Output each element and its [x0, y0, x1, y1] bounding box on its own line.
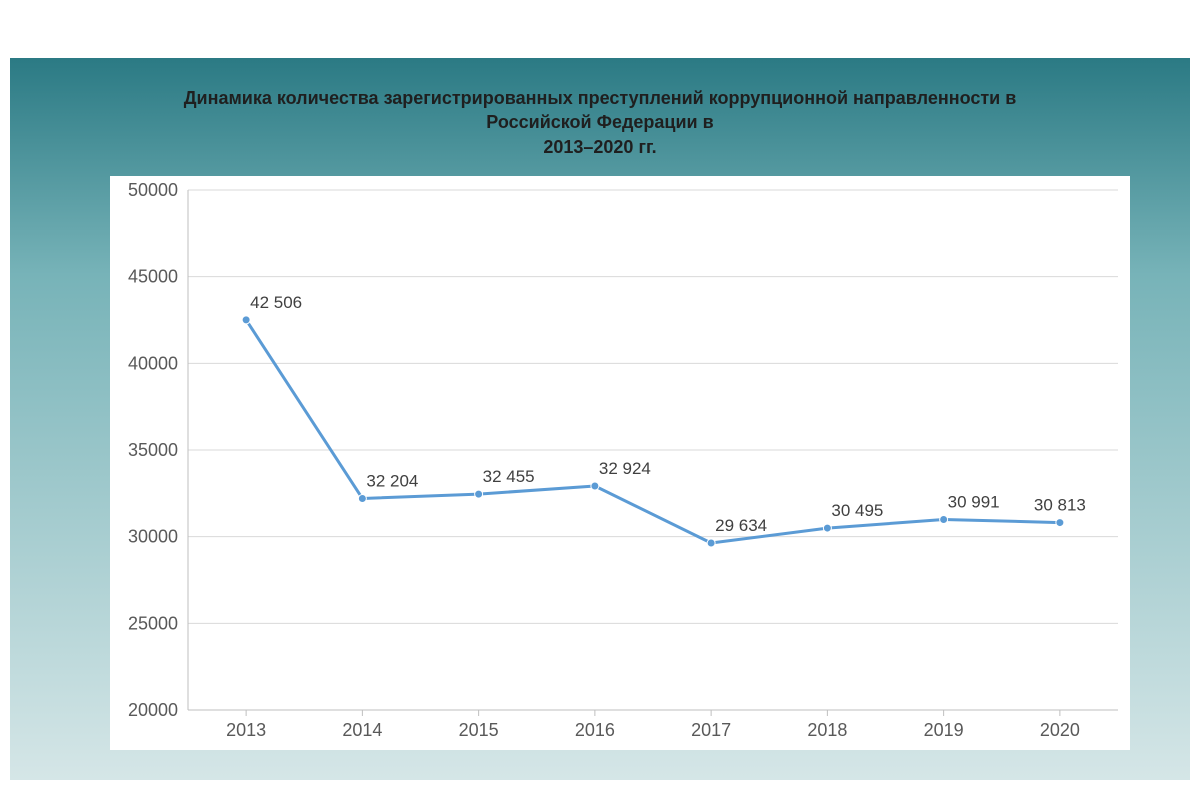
x-tick-label: 2020 — [1040, 720, 1080, 740]
y-tick-label: 50000 — [128, 180, 178, 200]
y-tick-label: 20000 — [128, 700, 178, 720]
data-point — [707, 539, 715, 547]
data-point — [358, 494, 366, 502]
data-label: 32 455 — [483, 467, 535, 486]
x-tick-label: 2013 — [226, 720, 266, 740]
x-tick-label: 2018 — [807, 720, 847, 740]
title-line-1: Динамика количества зарегистрированных п… — [70, 86, 1130, 110]
data-label: 32 924 — [599, 459, 651, 478]
x-tick-label: 2019 — [924, 720, 964, 740]
data-point — [475, 490, 483, 498]
data-point — [1056, 519, 1064, 527]
data-point — [242, 316, 250, 324]
x-tick-label: 2017 — [691, 720, 731, 740]
gradient-panel: Динамика количества зарегистрированных п… — [10, 58, 1190, 780]
line-chart-svg: 20000 25000 30000 35000 40000 45000 50000 2013 2… — [110, 176, 1130, 750]
data-label: 30 495 — [831, 501, 883, 520]
data-label: 30 813 — [1034, 496, 1086, 515]
series-line — [246, 320, 1060, 543]
x-tick-label: 2015 — [459, 720, 499, 740]
data-label: 30 991 — [948, 492, 1000, 511]
y-tick-label: 40000 — [128, 353, 178, 373]
chart-title: Динамика количества зарегистрированных п… — [10, 86, 1190, 159]
data-label: 32 204 — [366, 471, 418, 490]
title-line-2: Российской Федерации в — [70, 110, 1130, 134]
data-point — [823, 524, 831, 532]
x-tick-label: 2014 — [342, 720, 382, 740]
data-label: 42 506 — [250, 293, 302, 312]
data-point — [940, 515, 948, 523]
y-tick-label: 45000 — [128, 267, 178, 287]
page-outer: Динамика количества зарегистрированных п… — [0, 0, 1200, 800]
y-tick-label: 30000 — [128, 527, 178, 547]
chart-plot-area: 20000 25000 30000 35000 40000 45000 50000 2013 2… — [110, 176, 1130, 750]
data-label: 29 634 — [715, 516, 767, 535]
title-line-3: 2013–2020 гг. — [70, 135, 1130, 159]
y-tick-label: 25000 — [128, 613, 178, 633]
x-tick-label: 2016 — [575, 720, 615, 740]
data-point — [591, 482, 599, 490]
y-tick-label: 35000 — [128, 440, 178, 460]
